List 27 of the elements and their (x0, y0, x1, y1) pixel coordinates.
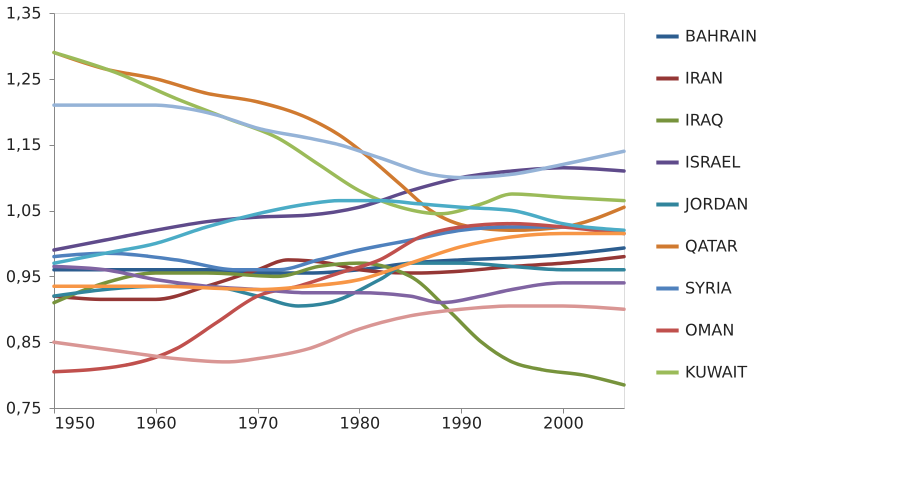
line-series (52, 198, 626, 265)
y-tick-label: 1,25 (6, 69, 42, 88)
legend-label: BAHRAIN (685, 26, 758, 46)
x-tick-label: 1950 (54, 414, 96, 432)
x-tick-label: 1960 (136, 414, 177, 432)
line-series (52, 232, 626, 292)
y-tick-label: 1,35 (6, 4, 42, 22)
legend-label: JORDAN (684, 194, 748, 214)
legend-label: SYRIA (685, 278, 732, 298)
y-tick-label: 1,15 (6, 135, 42, 154)
legend-label: OMAN (685, 320, 734, 340)
legend-label: KUWAIT (685, 362, 748, 382)
line-series (52, 304, 626, 364)
legend-label: ISRAEL (685, 152, 740, 172)
y-tick-label: 0,75 (6, 398, 42, 418)
x-tick-label: 1990 (441, 414, 482, 432)
legend-label: IRAN (685, 68, 724, 88)
y-tick-label: 0,85 (6, 332, 42, 352)
x-tick-label: 1980 (340, 414, 380, 432)
x-tick-label: 2000 (543, 414, 584, 432)
y-tick-label: 0,95 (6, 266, 42, 286)
line-series (52, 103, 626, 180)
x-tick-label: 1970 (238, 414, 278, 432)
legend-label: IRAQ (685, 110, 724, 130)
legend-label: QATAR (685, 236, 738, 256)
line-series (52, 261, 626, 387)
y-tick-label: 1,05 (6, 201, 42, 220)
